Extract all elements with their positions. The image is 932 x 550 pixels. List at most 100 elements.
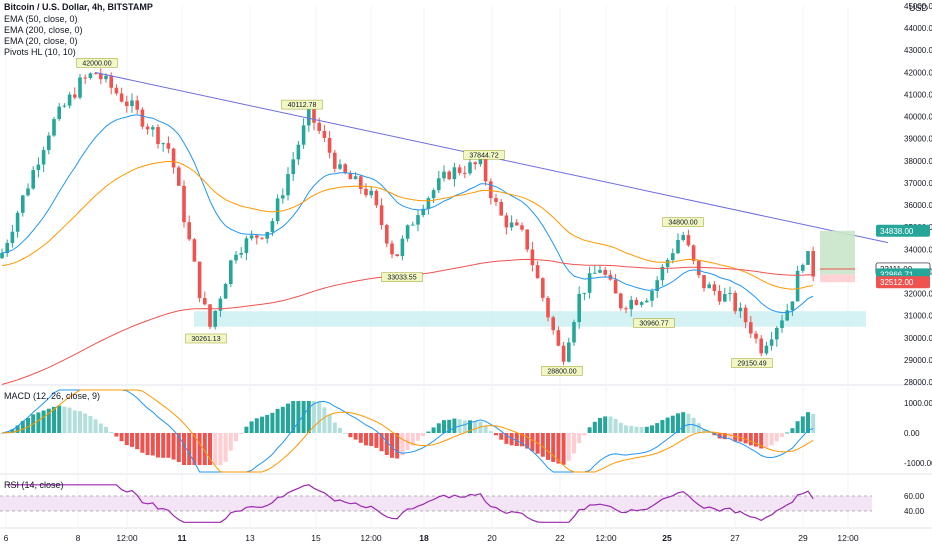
candle-body: [738, 307, 743, 312]
macd-histogram-bar: [707, 432, 712, 433]
time-tick-label: 6: [4, 533, 9, 543]
macd-histogram-bar: [650, 425, 654, 433]
candle-body: [525, 229, 529, 250]
candle-body: [535, 265, 540, 279]
candle-body: [62, 105, 67, 107]
candle-body: [197, 261, 202, 299]
macd-histogram-bar: [639, 426, 644, 433]
macd-histogram-bar: [234, 433, 238, 442]
macd-histogram-bar: [530, 433, 535, 452]
candle-body: [307, 109, 311, 126]
candle-body: [104, 75, 108, 80]
macd-histogram-bar: [166, 433, 171, 458]
ema20-line: [1, 114, 814, 314]
indicator-ema50[interactable]: EMA (50, close, 0): [4, 14, 78, 24]
macd-histogram-bar: [644, 426, 649, 433]
rsi-line: [7, 484, 814, 523]
rsi-label[interactable]: RSI (14, close): [4, 480, 64, 490]
pivot-label: 30960.77: [639, 321, 668, 328]
macd-histogram-bar: [291, 401, 296, 433]
macd-histogram-bar: [176, 433, 181, 462]
macd-histogram-bar: [780, 433, 784, 438]
candle-body: [790, 301, 795, 311]
macd-histogram-bar: [202, 433, 207, 465]
indicator-ema20[interactable]: EMA (20, close, 0): [4, 36, 78, 46]
macd-histogram-bar: [436, 423, 441, 433]
candle-body: [286, 174, 290, 196]
candle-body: [645, 300, 649, 303]
candle-body: [395, 254, 399, 257]
macd-histogram-bar: [98, 423, 103, 433]
macd-histogram-bar: [551, 433, 556, 462]
time-tick-label: 12:00: [360, 533, 382, 543]
candle-body: [567, 342, 571, 362]
macd-histogram-bar: [728, 433, 732, 440]
time-axis[interactable]: 6 8 12:00 11 13 15 12:00 18 20 22 12:00 25 27 29 12:00: [4, 533, 859, 543]
macd-histogram-bar: [520, 433, 524, 447]
macd-histogram-bar: [286, 403, 290, 433]
ema50-line: [1, 160, 814, 290]
indicator-ema200[interactable]: EMA (200, close, 0): [4, 25, 83, 35]
macd-label[interactable]: MACD (12, 26, close, 9): [4, 391, 101, 401]
candle-body: [634, 299, 639, 305]
candle-body: [26, 188, 30, 196]
macd-histogram-bar: [748, 433, 753, 446]
candle-body: [577, 293, 581, 323]
macd-histogram-bar: [213, 433, 218, 465]
macd-histogram-bar: [509, 433, 514, 446]
candle-body: [203, 298, 207, 305]
candle-body: [156, 127, 160, 145]
ema-lines: [1, 114, 814, 385]
candle-body: [603, 269, 607, 275]
candle-body: [223, 284, 228, 299]
macd-histogram-bar: [109, 431, 114, 433]
candle-body: [629, 299, 633, 310]
macd-histogram-bar: [88, 416, 93, 433]
macd-histogram-bar: [46, 408, 51, 433]
currency-label[interactable]: USD: [908, 3, 928, 13]
candle-body: [0, 252, 4, 259]
pivot-label-box: [662, 217, 704, 227]
candle-body: [556, 330, 561, 346]
candle-body: [57, 106, 61, 120]
candle-body: [400, 238, 405, 257]
loss-zone: [820, 274, 855, 283]
macd-histogram-bar: [800, 416, 805, 433]
macd-histogram-bar: [499, 433, 504, 440]
macd-histogram-bar: [265, 414, 270, 433]
candle-body: [478, 158, 483, 165]
candle-body: [587, 273, 592, 293]
macd-histogram-bar: [52, 406, 56, 433]
candle-body: [317, 122, 321, 131]
candle-body: [582, 292, 587, 294]
pivot-label: 28800.00: [547, 368, 576, 375]
macd-histogram-bar: [421, 433, 426, 437]
time-tick-label: 12:00: [116, 533, 138, 543]
macd-histogram-bar: [104, 426, 108, 433]
time-tick-label: 22: [555, 533, 565, 543]
time-tick-label: 12:00: [837, 533, 859, 543]
price-axis[interactable]: 28000.00 29000.00 30000.00 31000.00 32000.00…: [875, 2, 932, 387]
candle-body: [52, 119, 56, 136]
macd-histogram-bar: [795, 421, 800, 433]
macd-histogram-bar: [717, 433, 722, 439]
candle-body: [520, 225, 524, 230]
price-tick-label: 42000.00: [904, 68, 932, 77]
pivot-label: 33033.55: [387, 275, 416, 282]
price-tick-label: 39000.00: [904, 135, 932, 144]
long-position-tool[interactable]: [820, 230, 855, 283]
macd-histogram-bar: [561, 433, 566, 465]
macd-histogram-bar: [353, 433, 358, 440]
indicator-pivots[interactable]: Pivots HL (10, 10): [4, 47, 76, 57]
candle-body: [613, 279, 618, 294]
price-label: 32512.00: [880, 278, 914, 287]
candle-body: [551, 317, 555, 331]
macd-histogram-bar: [806, 412, 810, 433]
price-label: 32866.71: [880, 270, 914, 279]
candle-body: [312, 109, 316, 123]
macd-histogram-bar: [254, 418, 259, 433]
macd-pane: 1000.00 0.00 -1000.00: [0, 389, 932, 473]
macd-histogram-bar: [249, 421, 254, 433]
macd-histogram-bar: [192, 433, 197, 465]
